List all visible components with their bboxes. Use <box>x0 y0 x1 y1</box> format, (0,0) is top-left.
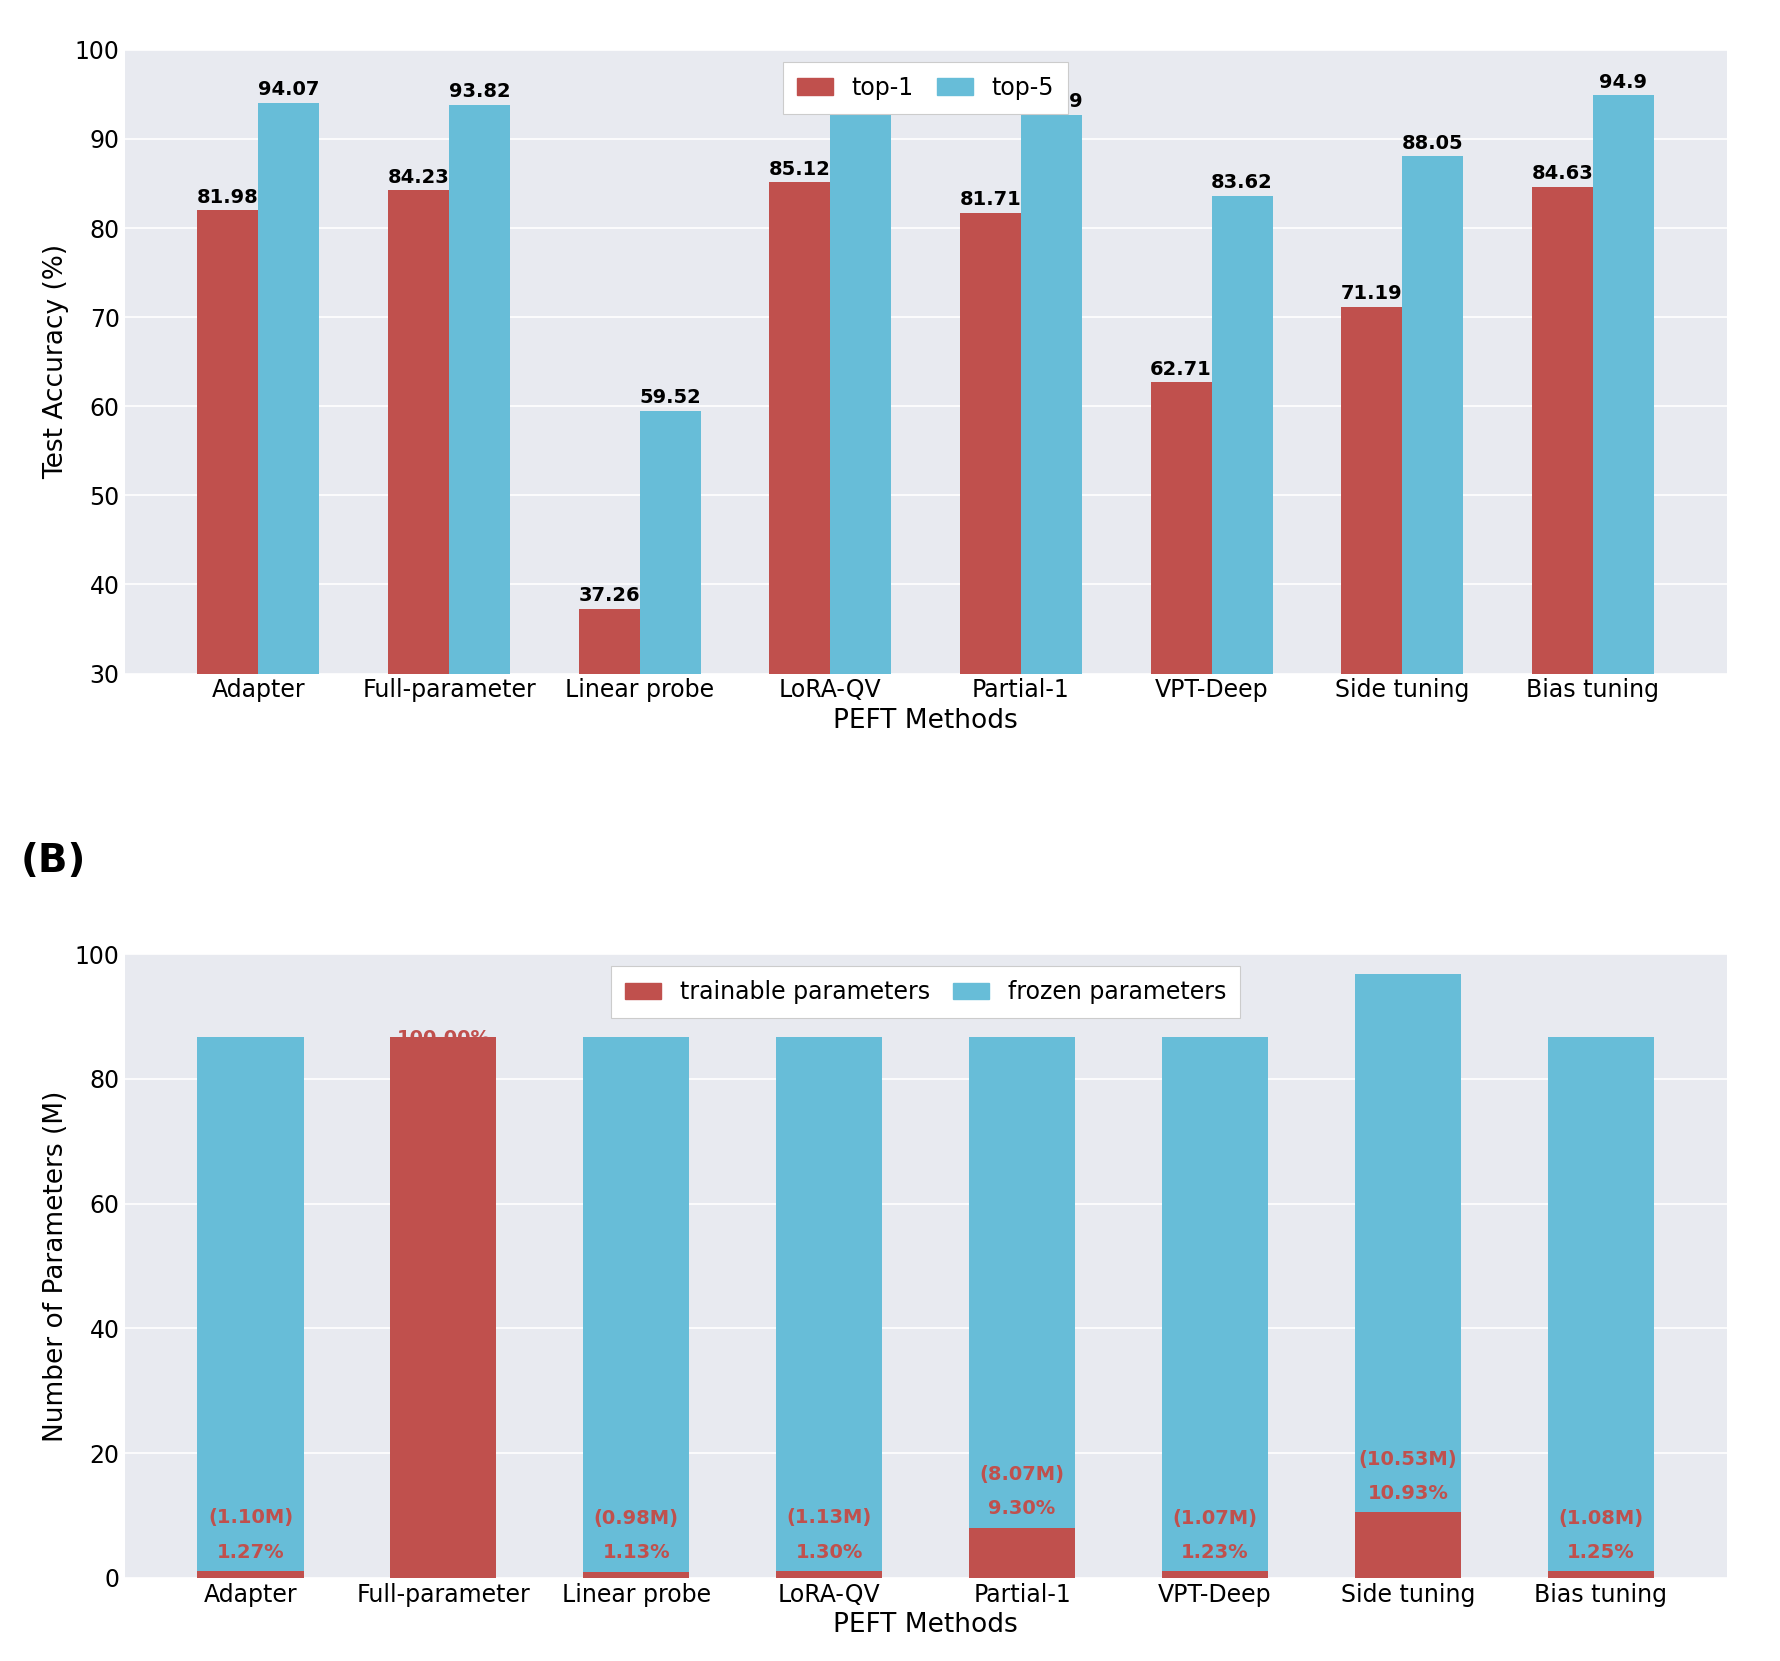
Text: 100.00%: 100.00% <box>397 1030 490 1048</box>
Text: 93.82: 93.82 <box>449 83 511 101</box>
Bar <box>578 610 639 940</box>
Text: (10.53M): (10.53M) <box>1358 1450 1458 1468</box>
Text: 92.69: 92.69 <box>1020 93 1082 111</box>
Bar <box>1547 1571 1654 1578</box>
Bar <box>968 1528 1075 1578</box>
X-axis label: PEFT Methods: PEFT Methods <box>833 708 1018 734</box>
Text: 94.9: 94.9 <box>1598 73 1646 91</box>
Bar <box>1162 1571 1267 1578</box>
Bar <box>198 1571 304 1578</box>
Bar <box>1340 307 1403 940</box>
Text: 1.23%: 1.23% <box>1182 1543 1250 1561</box>
Text: 1.25%: 1.25% <box>1566 1543 1634 1561</box>
Bar <box>1150 382 1212 940</box>
Text: (8.07M): (8.07M) <box>979 1465 1064 1483</box>
Bar <box>1403 156 1463 940</box>
Text: 1.27%: 1.27% <box>217 1543 285 1561</box>
Bar <box>584 1571 689 1578</box>
Bar <box>198 211 258 940</box>
Text: 83.62: 83.62 <box>1210 173 1273 193</box>
X-axis label: PEFT Methods: PEFT Methods <box>833 1613 1018 1638</box>
Text: 95.21: 95.21 <box>829 70 892 90</box>
Bar <box>769 183 829 940</box>
Text: 9.30%: 9.30% <box>988 1500 1056 1518</box>
Text: 10.93%: 10.93% <box>1367 1483 1449 1503</box>
Bar <box>1355 1512 1461 1578</box>
Bar <box>829 93 892 940</box>
Y-axis label: Test Accuracy (%): Test Accuracy (%) <box>43 244 69 480</box>
Text: 88.05: 88.05 <box>1403 135 1463 153</box>
Bar <box>639 410 701 940</box>
Bar <box>1547 1036 1654 1571</box>
Legend: trainable parameters, frozen parameters: trainable parameters, frozen parameters <box>611 967 1241 1018</box>
Text: 81.98: 81.98 <box>198 188 258 208</box>
Text: 1.13%: 1.13% <box>602 1543 669 1563</box>
Bar <box>449 105 511 940</box>
Legend: top-1, top-5: top-1, top-5 <box>783 61 1068 115</box>
Bar <box>1533 186 1593 940</box>
Text: 37.26: 37.26 <box>578 586 641 605</box>
Bar <box>1162 1036 1267 1571</box>
Text: (1.08M): (1.08M) <box>1558 1508 1643 1528</box>
Text: 85.12: 85.12 <box>769 159 831 179</box>
Text: 62.71: 62.71 <box>1150 359 1212 379</box>
Text: 84.23: 84.23 <box>388 168 449 186</box>
Text: 1.30%: 1.30% <box>796 1543 863 1561</box>
Text: (86.78M): (86.78M) <box>393 1060 493 1080</box>
Bar <box>390 1036 497 1578</box>
Bar <box>1593 95 1654 940</box>
Bar <box>959 213 1022 940</box>
Text: 59.52: 59.52 <box>639 389 701 407</box>
Text: (1.10M): (1.10M) <box>208 1508 294 1528</box>
Bar <box>1355 975 1461 1512</box>
Bar <box>1022 115 1082 940</box>
Text: 81.71: 81.71 <box>959 191 1022 209</box>
Text: 71.19: 71.19 <box>1340 284 1403 302</box>
Text: (1.07M): (1.07M) <box>1173 1508 1257 1528</box>
Bar <box>1212 196 1273 940</box>
Bar <box>584 1036 689 1571</box>
Text: 94.07: 94.07 <box>258 80 320 100</box>
Bar <box>776 1036 883 1571</box>
Y-axis label: Number of Parameters (M): Number of Parameters (M) <box>43 1090 69 1442</box>
Bar <box>968 1036 1075 1528</box>
Text: (B): (B) <box>21 842 85 880</box>
Bar <box>198 1036 304 1571</box>
Bar <box>388 191 449 940</box>
Text: (0.98M): (0.98M) <box>595 1510 678 1528</box>
Bar <box>776 1571 883 1578</box>
Text: (1.13M): (1.13M) <box>787 1508 872 1526</box>
Text: 84.63: 84.63 <box>1531 164 1593 183</box>
Bar <box>258 103 319 940</box>
